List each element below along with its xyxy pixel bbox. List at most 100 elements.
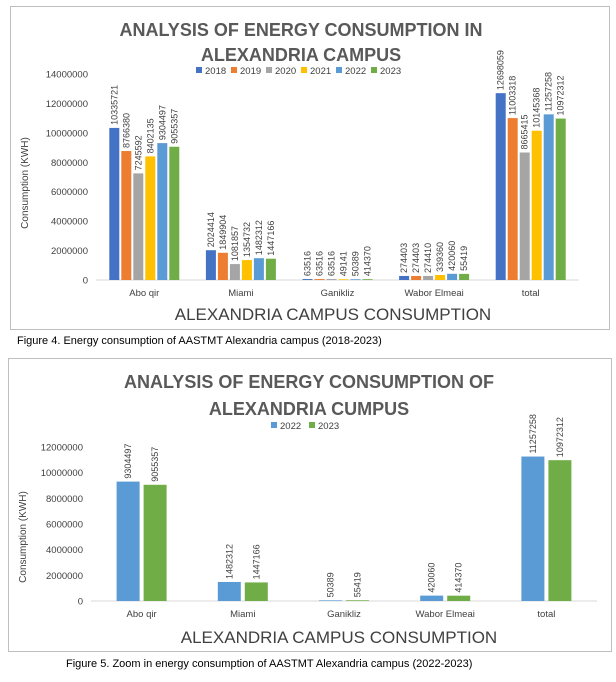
y-tick-label: 14000000 <box>46 70 88 81</box>
legend-swatch-2022 <box>336 67 342 73</box>
bar-2023-ganikliz <box>346 600 369 601</box>
bar-2022-total <box>543 114 554 281</box>
legend-swatch-2023 <box>371 67 377 73</box>
data-label: 339360 <box>435 242 445 272</box>
y-tick-label: 2000000 <box>46 571 83 582</box>
bar-2020-wabor-elmeai <box>423 275 434 280</box>
bar-2023-miami <box>244 582 268 601</box>
data-label: 9055357 <box>150 447 160 482</box>
y-tick-label: 4000000 <box>51 217 88 228</box>
legend-label-2022: 2022 <box>280 421 301 432</box>
legend-swatch-2022 <box>271 422 277 428</box>
x-tick-label: Wabor Elmeai <box>416 609 475 620</box>
y-tick-label: 12000000 <box>41 443 83 454</box>
bar-2018-abo-qir <box>109 127 120 280</box>
bar-2021-abo-qir <box>145 156 156 280</box>
data-label: 10972312 <box>555 417 565 457</box>
y-tick-label: 0 <box>83 276 88 287</box>
figure-5-caption: Figure 5. Zoom in energy consumption of … <box>66 658 473 670</box>
legend-label-2023: 2023 <box>318 421 339 432</box>
data-label: 274403 <box>411 243 421 273</box>
chart-title-line2: ALEXANDRIA CUMPUS <box>209 399 409 419</box>
x-tick-label: Miami <box>230 609 255 620</box>
bar-2023-wabor-elmeai <box>459 273 470 280</box>
bar-2018-total <box>495 93 506 280</box>
y-tick-label: 4000000 <box>46 545 83 556</box>
bar-2019-wabor-elmeai <box>411 275 422 280</box>
data-label: 10145368 <box>532 88 542 128</box>
chart-title-line1: ANALYSIS OF ENERGY CONSUMPTION OF <box>124 372 494 392</box>
data-label: 8665415 <box>520 114 530 149</box>
bar-2021-miami <box>241 260 252 280</box>
data-label: 9304497 <box>123 444 133 479</box>
y-axis-label: Consumption (KWH) <box>20 137 31 229</box>
data-label: 8766380 <box>121 113 131 148</box>
legend-swatch-2021 <box>301 67 307 73</box>
x-tick-label: Ganikliz <box>327 609 361 620</box>
data-label: 1447166 <box>251 544 261 579</box>
bar-2022-abo-qir <box>116 481 140 601</box>
data-label: 63516 <box>315 251 325 276</box>
y-tick-label: 8000000 <box>46 494 83 505</box>
data-label: 11257258 <box>528 414 538 453</box>
data-label: 2024414 <box>206 212 216 247</box>
chart-2022-2023: ANALYSIS OF ENERGY CONSUMPTION OF ALEXAN… <box>8 358 612 652</box>
bar-2019-miami <box>217 252 228 280</box>
bar-2020-miami <box>229 264 240 280</box>
legend-swatch-2020 <box>266 67 272 73</box>
bar-2021-ganikliz <box>338 279 349 280</box>
legend-label-2023: 2023 <box>380 66 401 77</box>
data-label: 1482312 <box>224 544 234 579</box>
bar-2019-abo-qir <box>121 151 132 280</box>
bar-2018-ganikliz <box>302 279 313 280</box>
bar-2023-wabor-elmeai <box>447 595 471 601</box>
data-label: 1081857 <box>230 226 240 261</box>
data-label: 11257258 <box>544 72 554 111</box>
legend-label-2021: 2021 <box>310 66 331 77</box>
bar-2020-abo-qir <box>133 173 144 280</box>
bar-2023-abo-qir <box>143 484 167 601</box>
bar-2020-total <box>519 152 530 280</box>
bar-2019-ganikliz <box>314 279 325 280</box>
bar-2023-miami <box>265 258 276 280</box>
data-label: 7245592 <box>133 135 143 170</box>
bar-2022-miami <box>253 258 264 280</box>
legend-swatch-2019 <box>231 67 237 73</box>
data-label: 9055357 <box>169 109 179 144</box>
bar-2022-ganikliz <box>350 279 361 280</box>
bar-2021-wabor-elmeai <box>435 275 446 280</box>
bar-2022-abo-qir <box>157 143 168 280</box>
bar-2023-total <box>555 118 566 280</box>
bar-2022-wabor-elmeai <box>447 273 458 280</box>
figure-4-caption: Figure 4. Energy consumption of AASTMT A… <box>17 335 382 347</box>
chart-title-line1: ANALYSIS OF ENERGY CONSUMPTION IN <box>119 20 482 40</box>
legend-label-2022: 2022 <box>345 66 366 77</box>
data-label: 8402135 <box>145 118 155 153</box>
y-tick-label: 0 <box>78 597 83 608</box>
x-axis-title: ALEXANDRIA CAMPUS CONSUMPTION <box>175 305 491 324</box>
data-label: 63516 <box>327 251 337 276</box>
data-label: 1354732 <box>242 222 252 257</box>
y-tick-label: 8000000 <box>51 158 88 169</box>
chart-title-line2: ALEXANDRIA CAMPUS <box>201 45 401 65</box>
bar-2022-miami <box>217 581 241 601</box>
x-tick-label: Miami <box>228 288 253 299</box>
data-label: 12698059 <box>496 50 506 90</box>
data-label: 274403 <box>399 243 409 273</box>
bar-2022-ganikliz <box>319 600 342 601</box>
data-label: 63516 <box>303 251 313 276</box>
data-label: 1447166 <box>266 221 276 256</box>
y-tick-label: 12000000 <box>46 99 88 110</box>
x-tick-label: total <box>522 288 540 299</box>
bar-2023-total <box>548 460 572 601</box>
data-label: 49141 <box>339 251 349 276</box>
bar-2022-total <box>521 456 545 601</box>
data-label: 9304497 <box>157 105 167 140</box>
bar-2023-abo-qir <box>169 146 180 280</box>
bar-2019-total <box>507 118 518 281</box>
bar-2022-wabor-elmeai <box>420 595 444 601</box>
data-label: 420060 <box>427 563 437 593</box>
data-label: 414370 <box>454 563 464 593</box>
x-tick-label: Wabor Elmeai <box>404 288 463 299</box>
data-label: 55419 <box>353 572 363 597</box>
